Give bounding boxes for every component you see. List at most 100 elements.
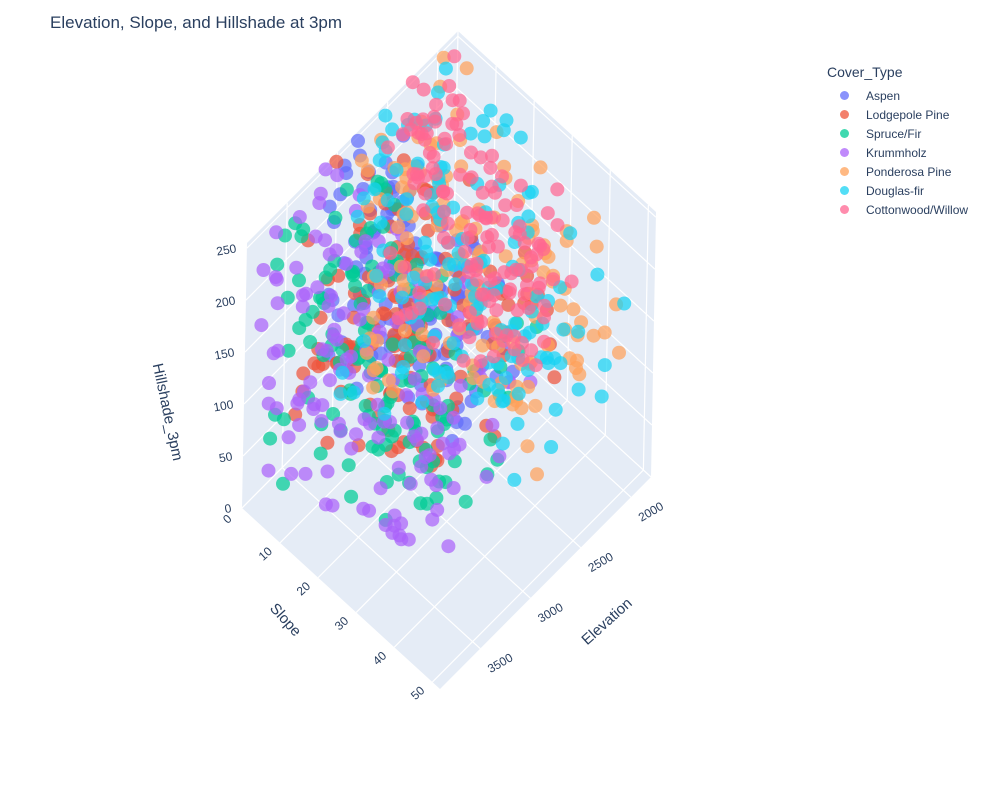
data-point[interactable] [431, 85, 445, 100]
data-point[interactable] [447, 49, 462, 64]
data-point[interactable] [281, 430, 296, 445]
data-point[interactable] [425, 292, 440, 307]
data-point[interactable] [406, 166, 421, 181]
data-point[interactable] [589, 239, 604, 254]
data-point[interactable] [335, 365, 350, 380]
data-point[interactable] [399, 231, 414, 246]
data-point[interactable] [498, 198, 513, 213]
data-point[interactable] [254, 318, 269, 333]
data-point[interactable] [474, 287, 489, 302]
data-point[interactable] [416, 82, 431, 97]
data-point[interactable] [406, 270, 421, 285]
data-point[interactable] [307, 397, 322, 412]
data-point[interactable] [389, 163, 404, 177]
data-point[interactable] [271, 343, 285, 358]
data-point[interactable] [547, 370, 562, 385]
data-point[interactable] [276, 412, 291, 427]
data-point[interactable] [431, 378, 445, 393]
data-point[interactable] [348, 278, 363, 293]
data-point[interactable] [386, 384, 400, 399]
data-point[interactable] [269, 225, 284, 240]
data-point[interactable] [503, 282, 517, 297]
data-point[interactable] [442, 79, 457, 93]
data-point[interactable] [320, 435, 335, 450]
data-point[interactable] [268, 270, 283, 285]
data-point[interactable] [459, 61, 474, 76]
data-point[interactable] [358, 234, 373, 249]
data-point[interactable] [391, 460, 406, 475]
data-point[interactable] [384, 429, 399, 444]
data-point[interactable] [412, 285, 427, 300]
data-point[interactable] [446, 410, 461, 425]
data-point[interactable] [366, 310, 381, 325]
data-point[interactable] [442, 446, 457, 461]
data-point[interactable] [428, 167, 443, 181]
data-point[interactable] [357, 334, 372, 349]
data-point[interactable] [446, 481, 461, 495]
data-point[interactable] [590, 267, 605, 282]
data-point[interactable] [318, 162, 333, 177]
data-point[interactable] [372, 289, 387, 303]
data-point[interactable] [530, 467, 544, 482]
legend-item[interactable]: Aspen [827, 86, 968, 105]
data-point[interactable] [314, 414, 329, 428]
data-point[interactable] [339, 182, 354, 197]
data-point[interactable] [481, 240, 496, 254]
data-point[interactable] [427, 362, 442, 377]
data-point[interactable] [358, 398, 373, 413]
data-point[interactable] [270, 296, 285, 311]
data-point[interactable] [356, 191, 371, 206]
data-point[interactable] [529, 247, 544, 262]
data-point[interactable] [478, 210, 493, 225]
data-point[interactable] [430, 502, 445, 517]
data-point[interactable] [540, 206, 555, 221]
data-point[interactable] [597, 325, 612, 340]
data-point[interactable] [381, 373, 396, 388]
data-point[interactable] [452, 93, 467, 108]
data-point[interactable] [597, 358, 612, 373]
data-point[interactable] [346, 385, 361, 400]
legend-item[interactable]: Ponderosa Pine [827, 162, 968, 181]
data-point[interactable] [414, 459, 429, 474]
data-point[interactable] [331, 416, 346, 431]
data-point[interactable] [513, 130, 528, 145]
data-point[interactable] [422, 145, 437, 160]
data-point[interactable] [541, 356, 556, 371]
data-point[interactable] [314, 342, 329, 357]
data-point[interactable] [452, 318, 467, 333]
data-point[interactable] [441, 235, 456, 250]
data-point[interactable] [433, 401, 448, 416]
data-point[interactable] [428, 114, 443, 129]
data-point[interactable] [466, 371, 481, 385]
data-point[interactable] [524, 343, 539, 358]
data-point[interactable] [296, 222, 311, 237]
data-point[interactable] [495, 169, 509, 184]
data-point[interactable] [556, 322, 571, 337]
data-point[interactable] [402, 401, 417, 416]
data-point[interactable] [550, 182, 565, 197]
data-point[interactable] [436, 184, 451, 199]
data-point[interactable] [430, 421, 445, 436]
data-point[interactable] [546, 272, 561, 287]
data-point[interactable] [341, 458, 356, 473]
data-point[interactable] [448, 277, 463, 292]
data-point[interactable] [504, 266, 519, 281]
data-point[interactable] [312, 196, 327, 210]
data-point[interactable] [460, 205, 475, 220]
data-point[interactable] [385, 337, 400, 352]
data-point[interactable] [458, 244, 472, 259]
data-point[interactable] [453, 378, 468, 393]
data-point[interactable] [415, 327, 430, 342]
legend-item[interactable]: Spruce/Fir [827, 124, 968, 143]
data-point[interactable] [298, 466, 313, 481]
legend-item[interactable]: Krummholz [827, 143, 968, 162]
data-point[interactable] [498, 371, 513, 385]
data-point[interactable] [437, 297, 452, 312]
data-point[interactable] [407, 429, 421, 444]
data-point[interactable] [553, 298, 568, 313]
data-point[interactable] [492, 449, 507, 464]
data-point[interactable] [405, 75, 420, 90]
data-point[interactable] [429, 491, 444, 505]
data-point[interactable] [270, 257, 285, 272]
data-point[interactable] [483, 432, 498, 447]
